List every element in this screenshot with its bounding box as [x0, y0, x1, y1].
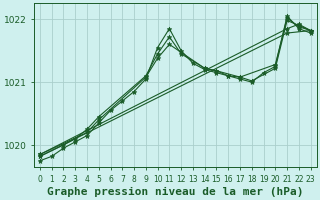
X-axis label: Graphe pression niveau de la mer (hPa): Graphe pression niveau de la mer (hPa) [47, 186, 303, 197]
